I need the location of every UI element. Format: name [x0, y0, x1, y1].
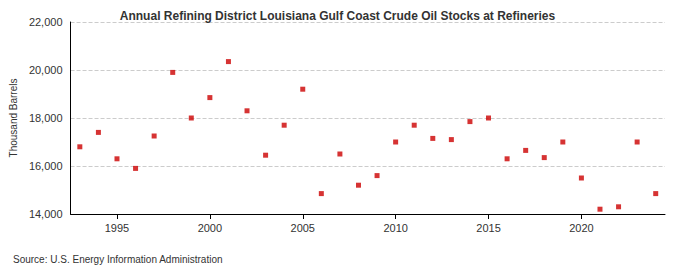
- svg-text:1995: 1995: [105, 222, 129, 234]
- svg-text:14,000: 14,000: [29, 208, 63, 220]
- svg-text:2020: 2020: [569, 222, 593, 234]
- svg-text:18,000: 18,000: [29, 112, 63, 124]
- svg-text:2015: 2015: [476, 222, 500, 234]
- svg-text:2000: 2000: [198, 222, 222, 234]
- svg-text:Annual Refining District Louis: Annual Refining District Louisiana Gulf …: [120, 9, 556, 23]
- svg-text:2010: 2010: [383, 222, 407, 234]
- svg-text:22,000: 22,000: [29, 16, 63, 28]
- svg-text:2005: 2005: [291, 222, 315, 234]
- svg-text:Source: U.S. Energy Informatio: Source: U.S. Energy Information Administ…: [13, 254, 223, 265]
- svg-text:16,000: 16,000: [29, 160, 63, 172]
- svg-text:Thousand Barrels: Thousand Barrels: [8, 79, 19, 158]
- svg-text:20,000: 20,000: [29, 64, 63, 76]
